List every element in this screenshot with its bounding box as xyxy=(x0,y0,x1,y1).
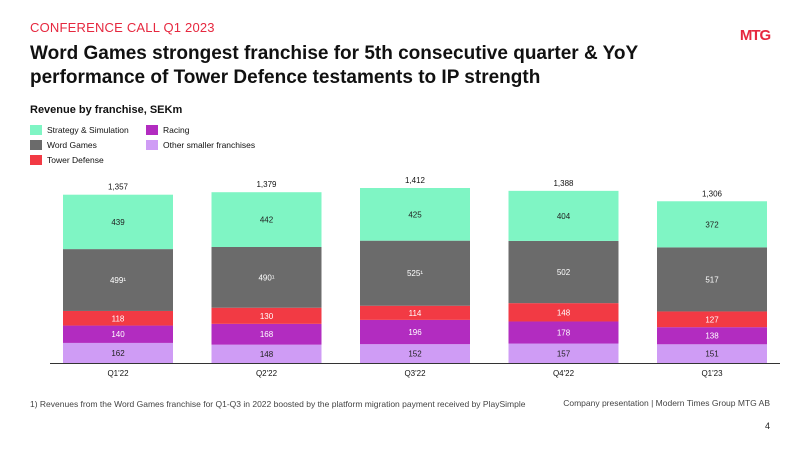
bar-segment-tower-defense-3 xyxy=(360,305,470,320)
bar-segment-tower-defense-4 xyxy=(508,303,619,322)
data-label-racing-4: 178 xyxy=(557,329,571,338)
bar-segment-other-smaller-franchises-2 xyxy=(211,344,322,363)
bar-segment-other-smaller-franchises-1 xyxy=(63,342,173,363)
legend-swatch-tower-defense xyxy=(30,155,42,165)
slide-title: Word Games strongest franchise for 5th c… xyxy=(30,43,638,88)
chart-subtitle: Revenue by franchise, SEKm xyxy=(30,104,183,116)
data-label-strategy-simulation-2: 442 xyxy=(260,216,274,225)
data-label-word-games-2: 490¹ xyxy=(258,273,274,282)
data-label-other-smaller-franchises-4: 157 xyxy=(557,349,571,358)
x-tick-label-3: Q3'22 xyxy=(404,369,426,378)
bar-segment-word-games-5 xyxy=(657,247,767,312)
x-tick-label-4: Q4'22 xyxy=(553,369,575,378)
source-text: Company presentation | Modern Times Grou… xyxy=(563,398,770,408)
legend-label-strategy: Strategy & Simulation xyxy=(47,125,129,135)
legend-swatch-strategy xyxy=(30,125,42,135)
total-label-4: 1,388 xyxy=(553,179,574,188)
bar-segment-strategy-simulation-5 xyxy=(657,201,767,248)
footnote: 1) Revenues from the Word Games franchis… xyxy=(30,399,526,409)
mtg-logo: MTG xyxy=(740,27,772,42)
data-label-strategy-simulation-3: 425 xyxy=(408,210,422,219)
data-label-tower-defense-5: 127 xyxy=(705,315,719,324)
data-label-other-smaller-franchises-3: 152 xyxy=(408,350,422,359)
data-label-strategy-simulation-5: 372 xyxy=(705,220,719,229)
x-tick-label-5: Q1'23 xyxy=(701,369,723,378)
bar-segment-racing-4 xyxy=(508,321,619,344)
legend-swatch-other xyxy=(146,140,158,150)
page-number: 4 xyxy=(764,421,770,431)
bar-segment-tower-defense-1 xyxy=(63,310,173,326)
total-label-3: 1,412 xyxy=(405,176,426,185)
data-label-word-games-4: 502 xyxy=(557,268,571,277)
total-label-5: 1,306 xyxy=(702,189,723,198)
data-label-racing-1: 140 xyxy=(111,330,125,339)
data-label-other-smaller-franchises-2: 148 xyxy=(260,350,274,359)
bar-segment-racing-2 xyxy=(211,323,322,345)
bar-segment-racing-5 xyxy=(657,327,767,345)
data-label-tower-defense-4: 148 xyxy=(557,308,571,317)
bar-segment-strategy-simulation-2 xyxy=(211,192,322,247)
total-label-2: 1,379 xyxy=(256,180,277,189)
data-label-racing-3: 196 xyxy=(408,328,422,337)
data-label-tower-defense-1: 118 xyxy=(112,314,125,323)
bar-segment-strategy-simulation-3 xyxy=(360,188,470,241)
legend-swatch-racing xyxy=(146,125,158,135)
legend-label-racing: Racing xyxy=(163,125,190,135)
bar-segment-strategy-simulation-1 xyxy=(63,194,173,250)
data-label-tower-defense-3: 114 xyxy=(409,309,422,318)
data-label-word-games-1: 499¹ xyxy=(110,276,126,285)
bar-segment-racing-1 xyxy=(63,325,173,343)
bar-segment-word-games-1 xyxy=(63,249,173,311)
legend-label-word-games: Word Games xyxy=(47,140,97,150)
x-tick-label-1: Q1'22 xyxy=(107,369,129,378)
data-label-word-games-5: 517 xyxy=(705,275,719,284)
bar-segment-word-games-2 xyxy=(211,246,322,308)
x-tick-label-2: Q2'22 xyxy=(256,369,278,378)
data-label-other-smaller-franchises-5: 151 xyxy=(705,350,719,359)
legend-label-tower-defense: Tower Defense xyxy=(47,155,104,165)
bar-segment-tower-defense-5 xyxy=(657,311,767,328)
stacked-bar-chart: 162 140 118 499¹ 439 1,357 Q1'22 148 168 130 490¹ 4… xyxy=(50,176,780,378)
bar-segment-tower-defense-2 xyxy=(211,307,322,324)
bar-segment-word-games-3 xyxy=(360,240,470,306)
data-label-strategy-simulation-4: 404 xyxy=(557,212,571,221)
data-label-strategy-simulation-1: 439 xyxy=(111,218,125,227)
data-label-racing-2: 168 xyxy=(260,330,274,339)
bar-segment-racing-3 xyxy=(360,319,470,345)
bar-segment-other-smaller-franchises-4 xyxy=(508,343,619,363)
legend-swatch-word-games xyxy=(30,140,42,150)
data-label-word-games-3: 525¹ xyxy=(407,269,423,278)
total-label-1: 1,357 xyxy=(108,183,129,192)
bar-segment-word-games-4 xyxy=(508,240,619,304)
data-label-other-smaller-franchises-1: 162 xyxy=(111,349,125,358)
bar-segment-other-smaller-franchises-5 xyxy=(657,344,767,363)
conference-kicker: CONFERENCE CALL Q1 2023 xyxy=(30,20,215,35)
data-label-tower-defense-2: 130 xyxy=(260,312,274,321)
bar-segment-other-smaller-franchises-3 xyxy=(360,344,470,363)
bar-segment-strategy-simulation-4 xyxy=(508,190,619,241)
mtg-logo-text: MTG xyxy=(740,27,771,42)
data-label-racing-5: 138 xyxy=(705,332,719,341)
legend-label-other: Other smaller franchises xyxy=(163,140,256,150)
